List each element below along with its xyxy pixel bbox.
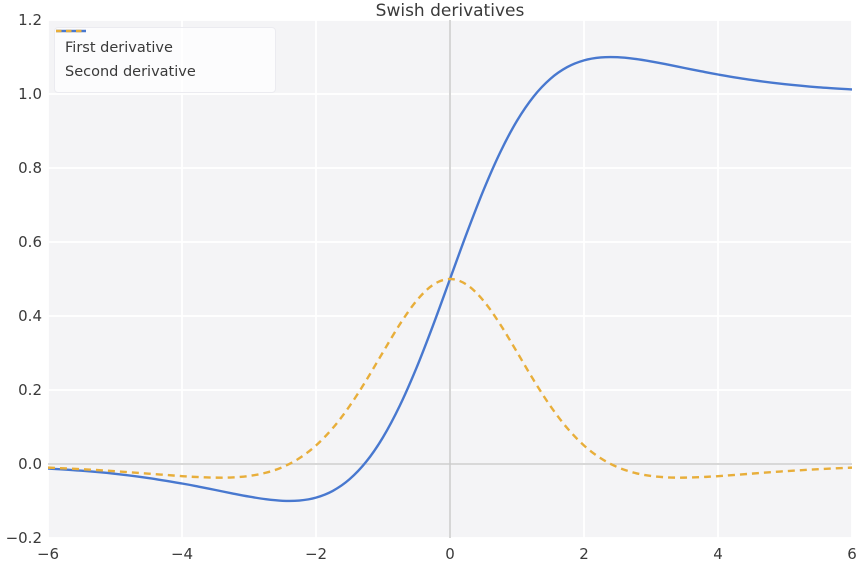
x-tick-label: 2 [579, 545, 589, 563]
x-tick-label: 0 [445, 545, 455, 563]
y-tick-label: 0.2 [18, 381, 42, 399]
y-tick-label: 0.4 [18, 307, 42, 325]
legend-label-second-derivative: Second derivative [65, 64, 196, 80]
y-tick-label: 1.2 [18, 11, 42, 29]
chart-canvas [48, 20, 852, 538]
legend-item-first-derivative: First derivative [56, 29, 275, 60]
x-tick-label: −4 [170, 545, 194, 563]
legend-label-first-derivative: First derivative [65, 40, 173, 56]
legend: First derivative Second derivative [54, 27, 276, 93]
x-tick-label: 6 [847, 545, 857, 563]
x-tick-label: 4 [713, 545, 723, 563]
chart-title: Swish derivatives [375, 1, 525, 21]
y-tick-label: 0.0 [18, 455, 42, 473]
legend-item-second-derivative: Second derivative [56, 29, 275, 84]
second-derivative-line-sample-icon [56, 29, 86, 33]
plot-area: First derivative Second derivative [48, 20, 852, 538]
x-tick-label: −2 [304, 545, 328, 563]
y-tick-label: 0.6 [18, 233, 42, 251]
y-tick-label: 1.0 [18, 85, 42, 103]
x-tick-label: −6 [36, 545, 60, 563]
y-tick-label: 0.8 [18, 159, 42, 177]
second-derivative-curve [48, 277, 852, 479]
y-tick-label: −0.2 [5, 529, 42, 547]
